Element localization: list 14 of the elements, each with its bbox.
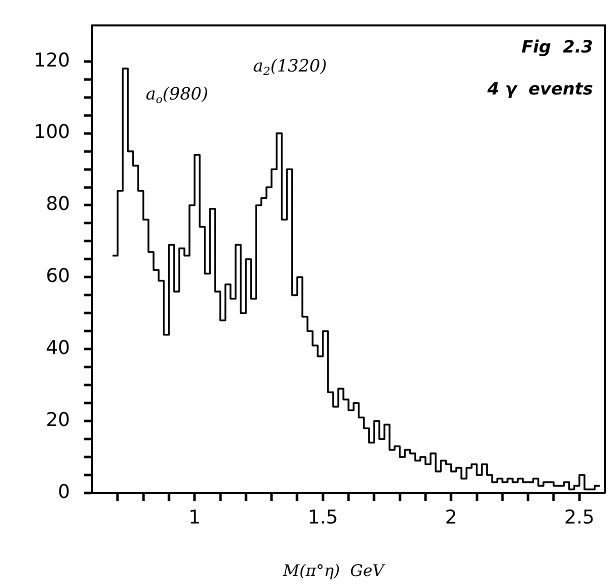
y-tick-label: 120 [34, 49, 70, 72]
y-tick-label: 40 [46, 337, 70, 360]
y-tick-label: 0 [58, 480, 70, 503]
annotation: 4 γ events [486, 79, 593, 100]
annotation: Fig 2.3 [521, 37, 593, 58]
y-tick-label: 100 [34, 121, 70, 144]
y-tick-label: 60 [46, 265, 70, 288]
x-tick-label: 1 [188, 506, 201, 528]
x-axis-title: M(π°η) GeV [282, 561, 386, 580]
x-tick-label: 2 [445, 506, 458, 528]
x-tick-label: 1.5 [308, 506, 338, 528]
y-tick-label: 20 [46, 409, 70, 431]
y-tick-label: 80 [46, 193, 70, 216]
x-tick-label: 2.5 [564, 506, 594, 528]
